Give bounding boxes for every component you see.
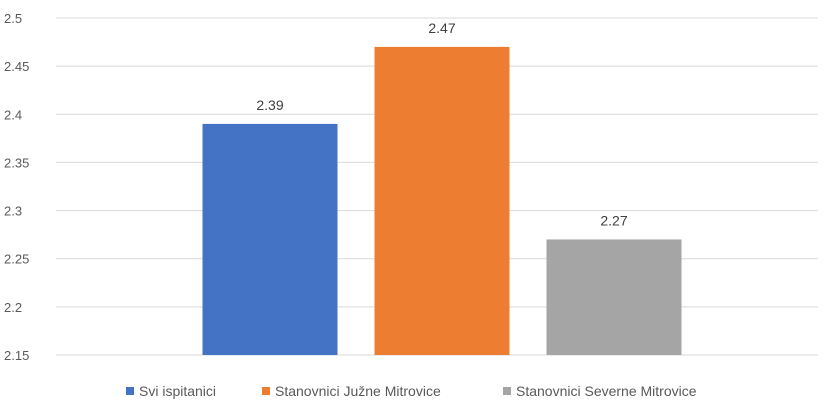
data-label: 2.47 [428,20,455,36]
data-label: 2.27 [600,212,627,228]
y-tick-label: 2.25 [4,252,29,267]
legend-label: Svi ispitanici [139,383,216,399]
legend-label: Stanovnici Severne Mitrovice [516,383,697,399]
y-axis: 2.15 2.2 2.25 2.3 2.35 2.4 2.45 2.5 [4,11,29,363]
bars [202,46,682,356]
bar [202,123,338,356]
legend-swatch [503,387,511,395]
y-tick-label: 2.45 [4,59,29,74]
bar [374,46,510,356]
y-tick-label: 2.3 [4,204,22,219]
y-tick-label: 2.15 [4,348,29,363]
bar [546,239,682,355]
y-tick-label: 2.35 [4,155,29,170]
y-tick-label: 2.2 [4,300,22,315]
legend: Svi ispitanici Stanovnici Južne Mitrovice… [126,383,697,399]
y-tick-label: 2.5 [4,11,22,26]
y-tick-label: 2.4 [4,107,22,122]
legend-swatch [126,387,134,395]
data-label: 2.39 [256,97,283,113]
legend-swatch [262,387,270,395]
legend-label: Stanovnici Južne Mitrovice [275,383,441,399]
data-labels: 2.39 2.47 2.27 [256,20,627,229]
